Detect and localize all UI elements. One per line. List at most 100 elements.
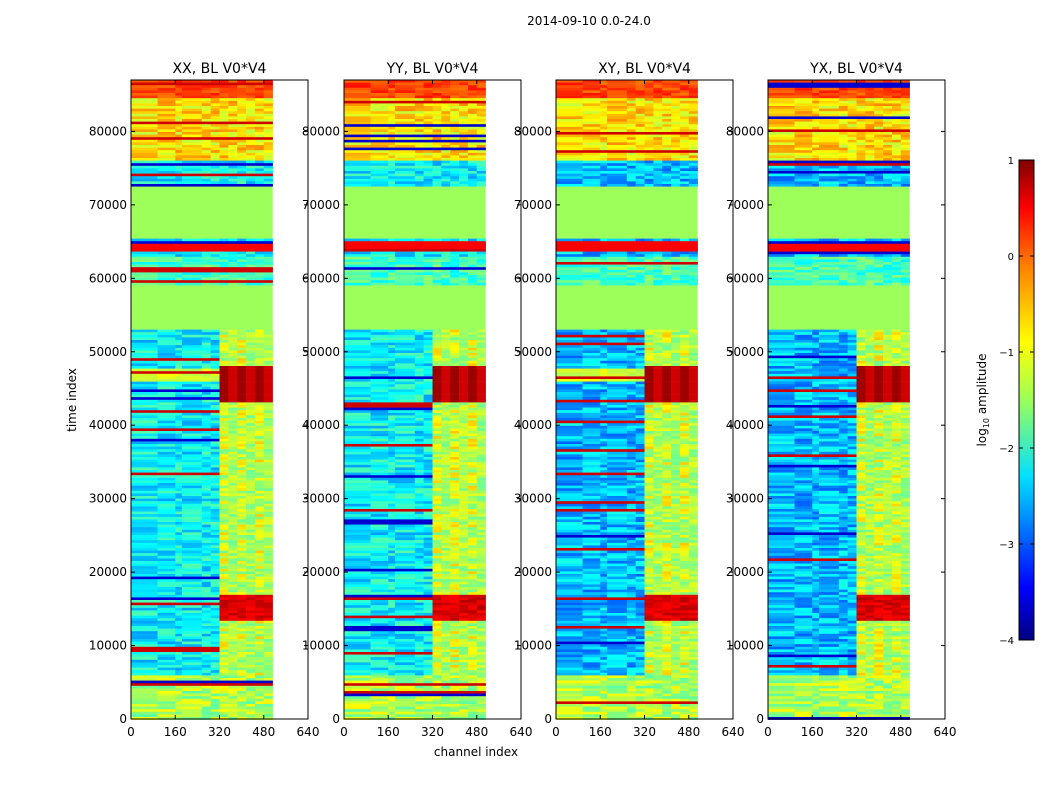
heatmap-cell [394, 646, 416, 650]
heatmap-cell [370, 155, 389, 159]
heatmap-cell [254, 454, 265, 458]
heatmap-cell [175, 334, 183, 338]
heatmap-cell [157, 368, 176, 372]
heatmap-cell [423, 254, 433, 258]
flagged-cell [344, 314, 486, 317]
heatmap-cell [210, 116, 220, 120]
heatmap-cell [423, 410, 433, 414]
heatmap-cell [228, 607, 238, 611]
heatmap-cell [254, 264, 265, 268]
heatmap-cell [476, 415, 486, 419]
heatmap-cell [228, 693, 238, 697]
heatmap-cell [228, 168, 238, 172]
heatmap-cell [423, 483, 433, 486]
heatmap-cell [228, 360, 238, 364]
heatmap-cell [414, 418, 424, 421]
heatmap-cell [370, 542, 389, 546]
heatmap-cell [254, 100, 265, 104]
heatmap-cell [254, 418, 265, 421]
heatmap-cell [388, 537, 396, 541]
heatmap-cell [157, 657, 176, 661]
heatmap-cell [237, 618, 247, 622]
heatmap-cell [450, 277, 460, 281]
heatmap-cell [219, 90, 229, 94]
heatmap-cell [394, 379, 416, 382]
heatmap-cell [263, 696, 273, 700]
heatmap-cell [175, 680, 183, 684]
heatmap-cell [432, 592, 442, 596]
heatmap-cell [210, 501, 220, 505]
heatmap-cell [228, 581, 238, 585]
heatmap-cell [246, 360, 256, 364]
heatmap-cell [201, 636, 211, 640]
heatmap-cell [175, 368, 183, 372]
heatmap-cell [394, 381, 416, 385]
heatmap-cell [219, 542, 229, 546]
heatmap-cell [181, 384, 203, 388]
heatmap-cell [157, 425, 176, 429]
heatmap-cell [476, 345, 486, 349]
heatmap-cell [228, 522, 238, 525]
heatmap-cell [201, 691, 211, 694]
heatmap-cell [344, 132, 371, 135]
heatmap-cell [228, 147, 238, 151]
heatmap-cell [394, 332, 416, 336]
heatmap-cell [254, 126, 265, 130]
heatmap-cell [441, 532, 451, 536]
heatmap-cell [210, 519, 220, 523]
heatmap-cell [414, 129, 424, 133]
heatmap-cell [370, 633, 389, 637]
heatmap-cell [175, 150, 183, 154]
heatmap-cell [175, 119, 183, 122]
heatmap-cell [246, 701, 256, 705]
heatmap-cell [476, 618, 486, 622]
heatmap-cell [370, 555, 389, 559]
heatmap-cell [219, 418, 229, 421]
heatmap-cell [450, 568, 460, 572]
heatmap-cell [175, 178, 183, 182]
heatmap-cell [181, 696, 203, 700]
heatmap-cell [228, 334, 238, 338]
heatmap-cell [228, 171, 238, 174]
heatmap-cell [228, 184, 238, 187]
heatmap-cell [467, 254, 478, 258]
heatmap-cell [388, 337, 396, 341]
heatmap-cell [450, 171, 460, 174]
heatmap-cell [263, 155, 273, 159]
heatmap-cell [175, 467, 183, 471]
heatmap-cell [459, 264, 469, 268]
heatmap-cell [476, 516, 486, 520]
heatmap-cell [263, 119, 273, 122]
heatmap-cell [423, 584, 433, 588]
heatmap-cell [219, 181, 229, 185]
heatmap-cell [450, 662, 460, 666]
heatmap-cell [441, 246, 451, 250]
heatmap-cell [441, 446, 451, 450]
heatmap-cell [254, 618, 265, 622]
heatmap-cell [414, 662, 424, 666]
heatmap-cell [432, 145, 442, 148]
heatmap-cell [370, 470, 389, 473]
heatmap-cell [131, 657, 158, 661]
heatmap-cell [344, 485, 371, 489]
heatmap-cell [388, 381, 396, 385]
heatmap-cell [228, 379, 238, 382]
heatmap-cell [467, 659, 478, 663]
heatmap-cell [237, 347, 247, 351]
heatmap-cell [414, 389, 424, 393]
heatmap-cell [370, 181, 389, 185]
heatmap-cell [476, 636, 486, 640]
heatmap-cell [344, 334, 371, 338]
heatmap-cell [344, 119, 371, 122]
heatmap-cell [467, 576, 478, 580]
heatmap-cell [394, 675, 416, 679]
heatmap-cell [441, 119, 451, 122]
heatmap-cell [181, 264, 203, 268]
heatmap-cell [432, 506, 442, 510]
heatmap-cell [459, 545, 469, 549]
heatmap-cell [441, 345, 451, 349]
heatmap-cell [201, 147, 211, 151]
heatmap-cell [450, 615, 460, 619]
heatmap-cell [246, 267, 256, 271]
heatmap-cell [237, 691, 247, 694]
